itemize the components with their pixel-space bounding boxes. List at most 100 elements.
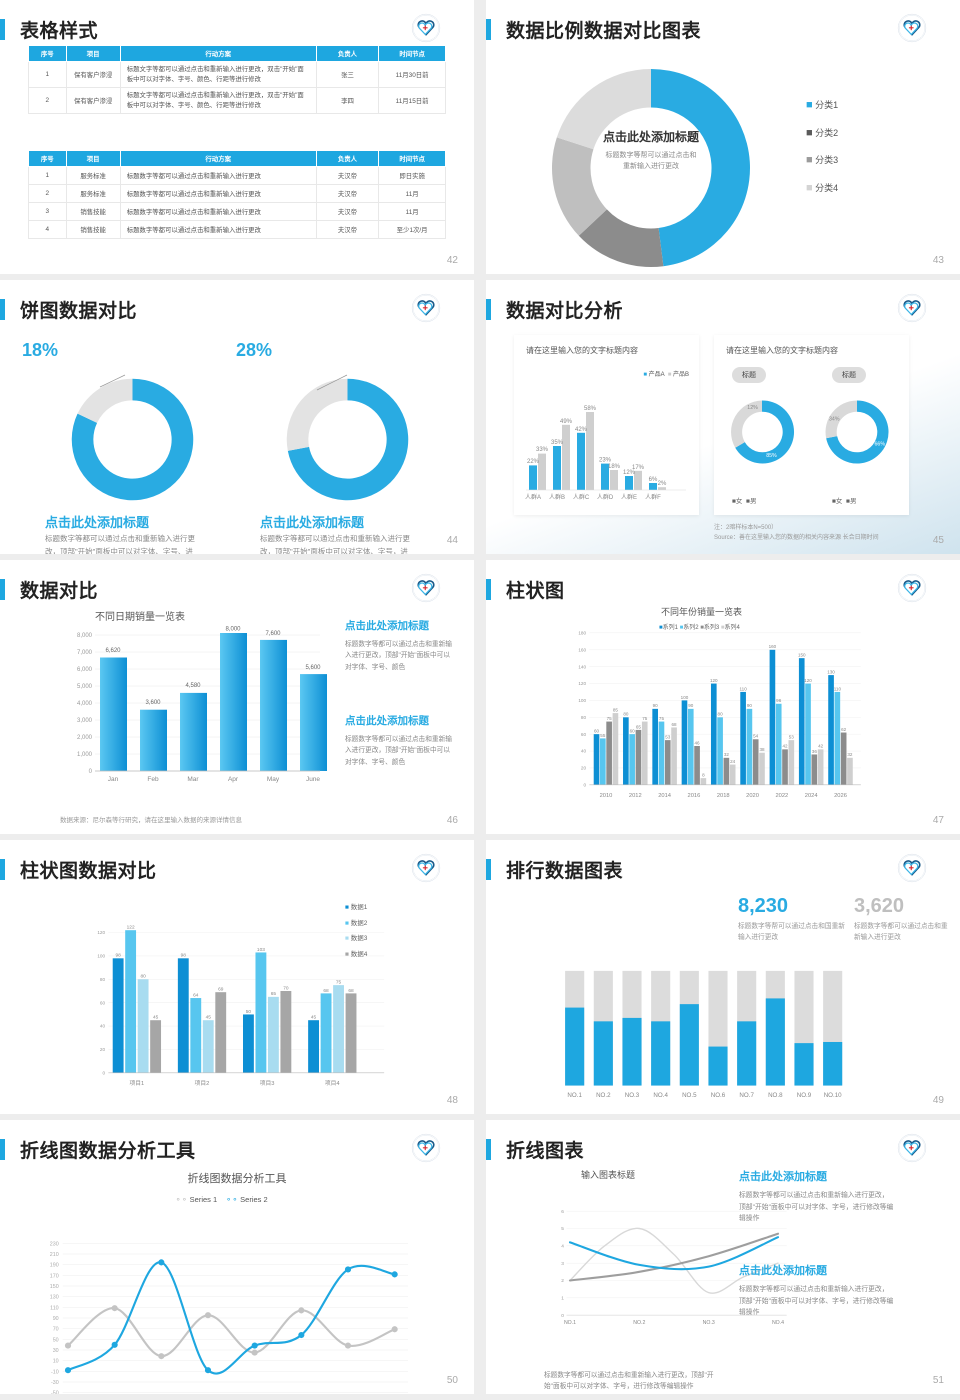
svg-text:NO.9: NO.9 — [797, 1092, 812, 1099]
svg-text:Feb: Feb — [147, 776, 159, 783]
svg-text:62: 62 — [841, 727, 847, 732]
svg-text:6,000: 6,000 — [77, 667, 93, 673]
svg-text:36: 36 — [812, 749, 818, 754]
svg-text:68: 68 — [323, 988, 329, 994]
svg-text:32: 32 — [847, 752, 853, 757]
svg-text:69: 69 — [218, 987, 224, 993]
svg-text:80: 80 — [581, 715, 587, 720]
svg-text:20: 20 — [100, 1047, 106, 1052]
svg-text:June: June — [306, 776, 320, 783]
svg-text:2024: 2024 — [805, 793, 819, 799]
svg-text:40: 40 — [100, 1024, 106, 1029]
svg-text:NO.3: NO.3 — [625, 1092, 640, 1099]
svg-text:NO.4: NO.4 — [653, 1092, 668, 1099]
svg-text:40: 40 — [581, 749, 587, 754]
svg-text:1: 1 — [561, 1296, 564, 1302]
svg-text:230: 230 — [50, 1241, 59, 1247]
svg-text:NO.1: NO.1 — [564, 1320, 576, 1326]
svg-text:34%: 34% — [829, 416, 840, 422]
svg-text:122: 122 — [127, 925, 135, 931]
svg-text:103: 103 — [257, 947, 265, 953]
svg-text:4,580: 4,580 — [185, 683, 201, 689]
svg-text:3,000: 3,000 — [77, 718, 93, 724]
svg-text:6,620: 6,620 — [105, 648, 121, 654]
svg-text:8,000: 8,000 — [77, 633, 93, 639]
svg-text:70: 70 — [283, 985, 289, 991]
svg-text:90: 90 — [653, 703, 659, 708]
svg-text:5: 5 — [561, 1226, 564, 1232]
svg-text:NO.2: NO.2 — [633, 1320, 645, 1326]
svg-text:54: 54 — [753, 734, 759, 739]
svg-text:18%: 18% — [608, 464, 621, 470]
svg-text:24: 24 — [730, 759, 736, 764]
svg-text:75: 75 — [607, 716, 613, 721]
svg-text:68: 68 — [672, 722, 678, 727]
svg-text:22%: 22% — [527, 459, 540, 465]
svg-text:80: 80 — [623, 712, 629, 717]
svg-text:0: 0 — [584, 782, 587, 787]
svg-text:120: 120 — [97, 930, 105, 935]
svg-text:60: 60 — [581, 732, 587, 737]
svg-text:人群D: 人群D — [597, 493, 614, 501]
svg-text:120: 120 — [710, 678, 718, 683]
svg-text:120: 120 — [804, 678, 812, 683]
svg-text:68: 68 — [348, 988, 354, 994]
svg-text:NO.10: NO.10 — [824, 1092, 842, 1099]
svg-text:项目4: 项目4 — [325, 1080, 340, 1087]
svg-text:53: 53 — [789, 734, 795, 739]
svg-text:NO.4: NO.4 — [772, 1320, 784, 1326]
svg-text:100: 100 — [97, 954, 105, 959]
svg-text:Jan: Jan — [108, 776, 119, 783]
svg-text:NO.5: NO.5 — [682, 1092, 697, 1099]
svg-text:50: 50 — [53, 1337, 59, 1343]
svg-text:2014: 2014 — [658, 793, 672, 799]
svg-text:2022: 2022 — [775, 793, 788, 799]
svg-text:3: 3 — [561, 1261, 564, 1267]
svg-text:0: 0 — [561, 1313, 564, 1319]
svg-text:7,000: 7,000 — [77, 650, 93, 656]
svg-text:85%: 85% — [766, 453, 777, 459]
svg-text:NO.2: NO.2 — [596, 1092, 611, 1099]
svg-text:64: 64 — [193, 992, 199, 998]
svg-text:人群E: 人群E — [621, 493, 637, 501]
svg-text:6: 6 — [561, 1209, 564, 1215]
svg-text:150: 150 — [50, 1284, 59, 1290]
svg-text:75: 75 — [659, 716, 665, 721]
svg-text:17%: 17% — [632, 465, 645, 471]
svg-text:110: 110 — [50, 1305, 59, 1311]
svg-text:45: 45 — [153, 1015, 159, 1021]
svg-text:45: 45 — [206, 1015, 212, 1021]
svg-text:2012: 2012 — [629, 793, 642, 799]
svg-text:190: 190 — [50, 1263, 59, 1269]
svg-text:2010: 2010 — [600, 793, 613, 799]
svg-text:60: 60 — [594, 729, 600, 734]
svg-text:58%: 58% — [584, 406, 597, 412]
svg-text:8,000: 8,000 — [225, 627, 241, 633]
svg-text:42: 42 — [818, 744, 824, 749]
svg-text:140: 140 — [578, 664, 586, 669]
svg-text:5,600: 5,600 — [305, 665, 321, 671]
svg-text:160: 160 — [578, 647, 586, 652]
svg-text:-50: -50 — [51, 1391, 59, 1394]
svg-text:NO.7: NO.7 — [739, 1092, 754, 1099]
svg-text:110: 110 — [739, 686, 747, 691]
svg-text:8: 8 — [702, 772, 705, 777]
svg-text:53: 53 — [665, 734, 671, 739]
svg-text:80: 80 — [100, 977, 106, 982]
svg-text:98: 98 — [115, 953, 121, 959]
svg-text:12%: 12% — [623, 470, 636, 476]
svg-text:42%: 42% — [575, 427, 588, 433]
svg-text:46: 46 — [695, 740, 701, 745]
svg-text:1,000: 1,000 — [77, 752, 93, 758]
svg-text:60: 60 — [100, 1000, 106, 1005]
svg-text:NO.1: NO.1 — [567, 1092, 582, 1099]
svg-text:-30: -30 — [51, 1380, 59, 1386]
svg-text:NO.8: NO.8 — [768, 1092, 783, 1099]
svg-text:90: 90 — [747, 703, 753, 708]
svg-text:23%: 23% — [599, 458, 612, 464]
svg-text:130: 130 — [50, 1295, 59, 1301]
svg-text:66%: 66% — [874, 442, 885, 448]
svg-text:180: 180 — [578, 630, 586, 635]
svg-text:35%: 35% — [551, 440, 564, 446]
svg-text:90: 90 — [688, 703, 694, 708]
